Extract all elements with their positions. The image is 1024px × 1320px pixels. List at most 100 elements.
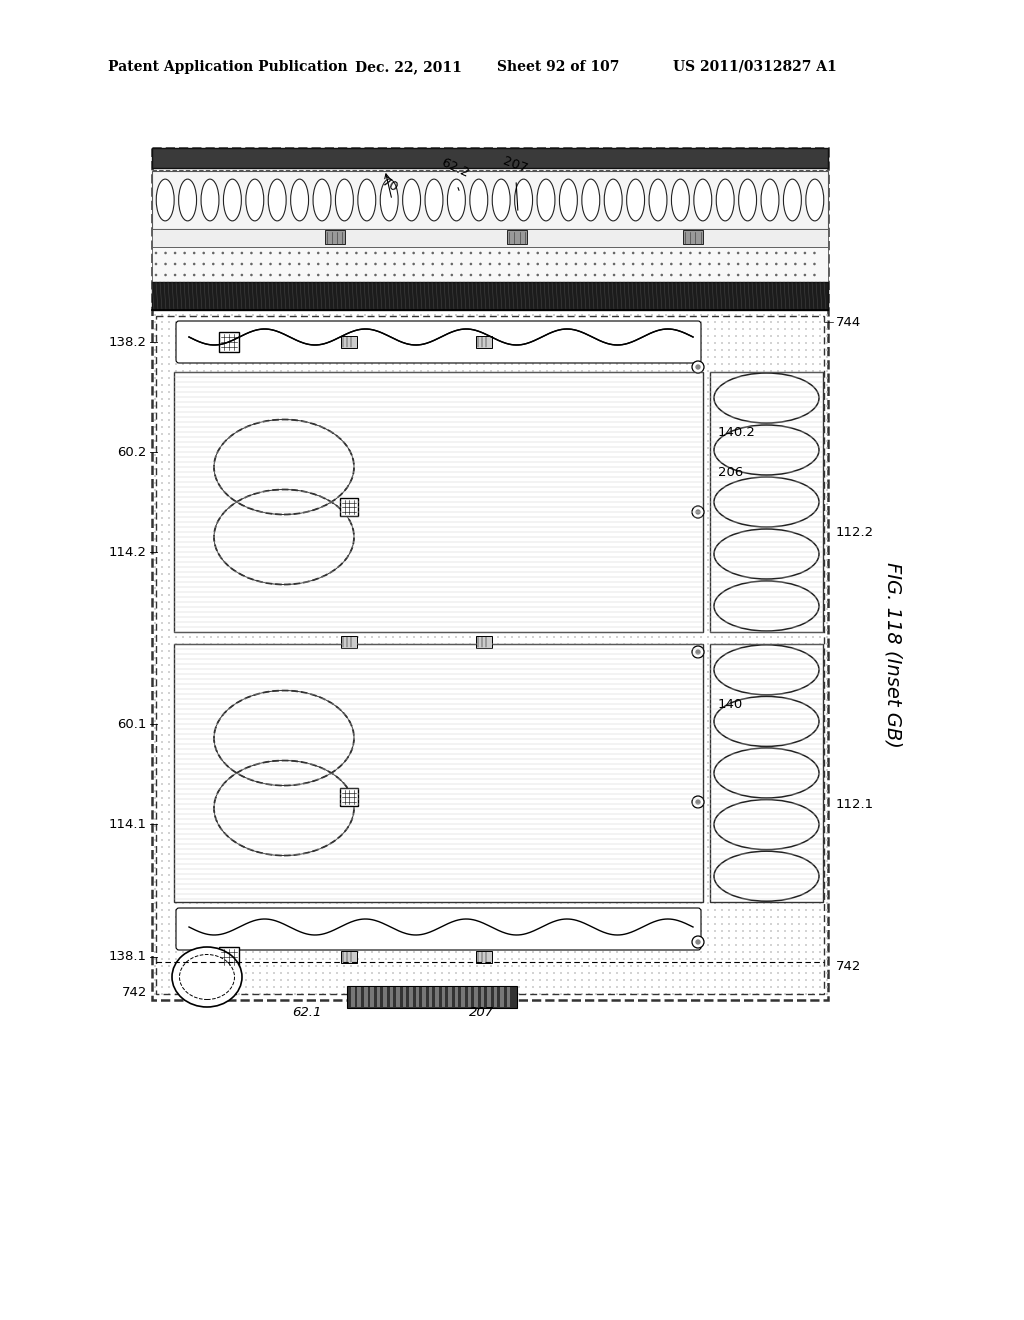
Circle shape bbox=[168, 818, 170, 820]
Circle shape bbox=[497, 902, 499, 904]
Circle shape bbox=[469, 664, 471, 665]
Circle shape bbox=[525, 447, 527, 449]
Circle shape bbox=[161, 888, 163, 890]
Circle shape bbox=[588, 832, 590, 834]
Circle shape bbox=[630, 727, 632, 729]
Circle shape bbox=[630, 469, 632, 470]
Circle shape bbox=[203, 426, 205, 428]
Circle shape bbox=[323, 797, 324, 799]
Circle shape bbox=[301, 440, 303, 442]
Circle shape bbox=[476, 678, 478, 680]
Circle shape bbox=[714, 986, 716, 987]
Circle shape bbox=[497, 560, 499, 561]
Circle shape bbox=[497, 405, 499, 407]
Circle shape bbox=[700, 510, 701, 512]
Circle shape bbox=[378, 496, 380, 498]
Circle shape bbox=[518, 573, 520, 576]
Circle shape bbox=[273, 615, 274, 616]
Circle shape bbox=[708, 539, 709, 540]
Circle shape bbox=[672, 895, 674, 896]
Circle shape bbox=[392, 958, 394, 960]
Circle shape bbox=[427, 874, 429, 876]
Circle shape bbox=[252, 601, 254, 603]
Circle shape bbox=[693, 692, 695, 694]
Circle shape bbox=[336, 840, 338, 841]
Circle shape bbox=[427, 461, 429, 463]
Circle shape bbox=[266, 482, 268, 484]
Circle shape bbox=[658, 846, 659, 847]
Circle shape bbox=[686, 770, 688, 771]
Circle shape bbox=[539, 692, 541, 694]
Circle shape bbox=[490, 770, 492, 771]
Circle shape bbox=[630, 902, 632, 904]
Circle shape bbox=[826, 391, 827, 393]
Circle shape bbox=[378, 818, 380, 820]
Circle shape bbox=[427, 916, 429, 917]
Circle shape bbox=[168, 469, 170, 470]
Circle shape bbox=[357, 539, 358, 540]
Circle shape bbox=[574, 692, 575, 694]
Circle shape bbox=[245, 762, 247, 764]
Circle shape bbox=[323, 888, 324, 890]
Circle shape bbox=[700, 370, 701, 372]
Circle shape bbox=[693, 727, 695, 729]
Circle shape bbox=[560, 783, 562, 785]
Circle shape bbox=[294, 791, 296, 792]
Circle shape bbox=[511, 601, 513, 603]
Circle shape bbox=[805, 657, 807, 659]
Circle shape bbox=[574, 356, 575, 358]
Circle shape bbox=[511, 469, 513, 470]
Circle shape bbox=[441, 440, 443, 442]
Circle shape bbox=[750, 810, 751, 813]
Circle shape bbox=[672, 342, 674, 345]
Circle shape bbox=[658, 643, 659, 645]
Circle shape bbox=[399, 420, 401, 421]
Circle shape bbox=[672, 651, 674, 652]
Circle shape bbox=[308, 552, 310, 554]
Circle shape bbox=[553, 440, 555, 442]
Circle shape bbox=[700, 923, 701, 925]
Circle shape bbox=[623, 958, 625, 960]
Circle shape bbox=[770, 545, 772, 546]
Circle shape bbox=[658, 783, 659, 785]
Circle shape bbox=[553, 433, 555, 434]
Circle shape bbox=[658, 426, 659, 428]
Circle shape bbox=[315, 867, 316, 869]
Circle shape bbox=[567, 433, 569, 434]
Circle shape bbox=[203, 832, 205, 834]
Circle shape bbox=[812, 958, 814, 960]
Circle shape bbox=[175, 342, 177, 345]
Bar bbox=[340, 788, 358, 807]
Circle shape bbox=[658, 566, 659, 568]
Circle shape bbox=[266, 741, 268, 743]
Circle shape bbox=[189, 447, 190, 449]
Circle shape bbox=[476, 797, 478, 799]
Circle shape bbox=[504, 566, 506, 568]
Circle shape bbox=[350, 741, 352, 743]
Circle shape bbox=[323, 636, 324, 638]
Circle shape bbox=[819, 615, 821, 616]
Circle shape bbox=[574, 461, 575, 463]
Circle shape bbox=[602, 846, 604, 847]
Circle shape bbox=[483, 909, 485, 911]
Circle shape bbox=[756, 776, 758, 777]
Circle shape bbox=[588, 573, 590, 576]
Circle shape bbox=[565, 263, 567, 265]
Circle shape bbox=[462, 560, 464, 561]
Circle shape bbox=[686, 952, 688, 953]
Circle shape bbox=[407, 539, 408, 540]
Circle shape bbox=[434, 643, 436, 645]
Circle shape bbox=[504, 560, 506, 561]
Circle shape bbox=[427, 678, 429, 680]
Circle shape bbox=[497, 734, 499, 737]
Circle shape bbox=[231, 433, 232, 434]
Circle shape bbox=[323, 685, 324, 686]
Circle shape bbox=[399, 622, 401, 624]
Circle shape bbox=[574, 503, 575, 504]
Circle shape bbox=[462, 861, 464, 862]
Circle shape bbox=[420, 601, 422, 603]
Circle shape bbox=[826, 573, 827, 576]
Circle shape bbox=[203, 378, 205, 379]
Circle shape bbox=[343, 770, 345, 771]
Circle shape bbox=[742, 993, 743, 995]
